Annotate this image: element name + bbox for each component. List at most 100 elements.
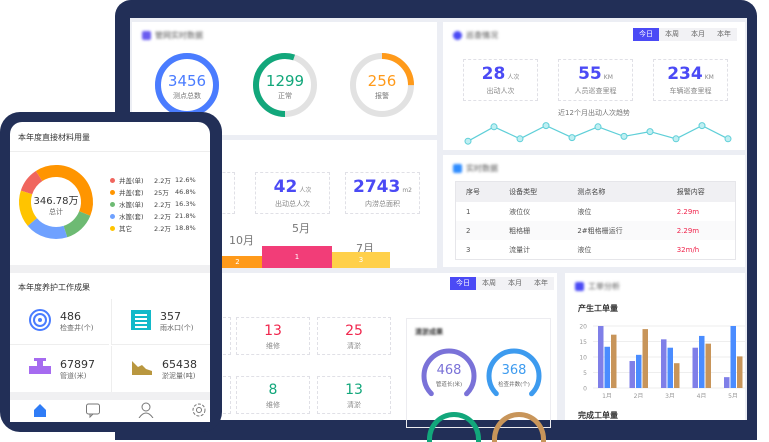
stat-label: 清淤 xyxy=(347,401,361,409)
tab-1[interactable]: 本周 xyxy=(659,28,685,41)
stat-box: 2743 m2 内涝总面积 xyxy=(345,172,420,214)
legend-item: 井盖(单) 2.2万 12.6% xyxy=(110,174,196,186)
bar xyxy=(604,346,610,388)
tab-0[interactable]: 今日 xyxy=(450,277,476,290)
donut-slice xyxy=(27,217,68,239)
stat-box: 8 维修 xyxy=(236,376,310,414)
legend-dot xyxy=(110,225,115,231)
legend-amount: 25万 xyxy=(154,189,169,197)
legend-dot xyxy=(110,213,115,219)
bar-chart-icon xyxy=(142,31,151,40)
ring-progress xyxy=(350,53,414,117)
legend-dot xyxy=(110,201,115,207)
legend-name: 水篦(单) xyxy=(119,201,144,209)
legend-name: 水篦(套) xyxy=(119,213,144,221)
settings-icon[interactable] xyxy=(188,402,210,420)
patrol-panel: 巡查情况 今日 本周 本月 本年 28 人次 出动人次 55 KM 人员巡查里程 234 KM 车辆巡… xyxy=(443,22,745,150)
trend-point xyxy=(620,132,628,140)
trend-point xyxy=(698,122,706,130)
eye-icon xyxy=(453,31,462,40)
legend-pct: 46.8% xyxy=(175,188,196,196)
tab-1[interactable]: 本周 xyxy=(476,277,502,290)
stat-box: 234 KM 车辆巡查里程 xyxy=(653,59,728,101)
legend-item: 其它 2.2万 18.8% xyxy=(110,222,196,234)
message-icon[interactable] xyxy=(82,402,104,420)
bar xyxy=(737,356,743,388)
stat-label: 维修 xyxy=(266,342,280,350)
workorder-bar-chart: 0 5 10 15 20 1月 2月 3月 4月 5月 xyxy=(579,324,745,398)
x-tick-label: 5月 xyxy=(728,393,738,398)
ring-label: 报警 xyxy=(375,92,389,100)
result-value: 67897 xyxy=(60,357,95,371)
trend-point xyxy=(516,135,524,143)
bar xyxy=(636,354,642,388)
panel-title: 实时数据 xyxy=(453,163,498,174)
tab-3[interactable]: 本年 xyxy=(711,28,737,41)
pipe-icon xyxy=(28,357,52,381)
result-value: 357 xyxy=(160,310,181,323)
trend-point xyxy=(724,135,732,143)
stat-unit: 人次 xyxy=(507,74,520,81)
legend-amount: 2.2万 xyxy=(154,225,171,233)
stat-value: 234 xyxy=(667,64,703,84)
legend-item: 水篦(单) 2.2万 16.3% xyxy=(110,198,196,210)
table-header: 报警内容 xyxy=(666,182,735,202)
timeline-bar: 1 xyxy=(262,246,332,268)
y-tick-label: 10 xyxy=(579,355,587,362)
result-label: 淤泥量(吨) xyxy=(162,371,196,380)
legend-pct: 16.3% xyxy=(175,200,196,208)
table-cell: 2#粗格栅运行 xyxy=(567,221,667,240)
gauge: 468 管道长(米) xyxy=(420,347,478,405)
bar-chart-icon xyxy=(453,164,462,173)
stat-box: 28 人次 出动人次 xyxy=(463,59,538,101)
donut-total: 346.78万 xyxy=(33,196,79,207)
table-row: 1 液位仪 液位 2.29m xyxy=(456,202,735,221)
gauge-label: 管道长(米) xyxy=(435,382,463,388)
chart-subtitle: 完成工单量 xyxy=(578,411,618,420)
chart-title: 产生工单量 xyxy=(578,304,618,313)
tab-2[interactable]: 本月 xyxy=(502,277,528,290)
home-icon[interactable] xyxy=(29,402,51,420)
user-icon[interactable] xyxy=(135,402,157,420)
y-tick-label: 0 xyxy=(583,386,587,393)
tab-2[interactable]: 本月 xyxy=(685,28,711,41)
timeline-month: 10月 xyxy=(229,234,254,247)
timeline-bar: 2 xyxy=(213,256,262,268)
manhole-icon xyxy=(28,308,52,336)
table-cell: 液位 xyxy=(577,245,592,254)
panel-title: 工单分析 xyxy=(575,281,620,292)
tab-3[interactable]: 本年 xyxy=(528,277,554,290)
bar xyxy=(661,339,667,388)
stat-value: 13 xyxy=(345,382,363,398)
flood-panel: 42 人次 出动总人次 2743 m2 内涝总面积 10月 2 5月 1 7月 3 xyxy=(213,140,437,268)
timeline-month: 7月 xyxy=(356,242,374,255)
table-cell: 液位仪 xyxy=(509,207,531,216)
bar xyxy=(611,334,617,388)
bar xyxy=(674,363,680,388)
stat-label: 出动人次 xyxy=(486,87,515,95)
gauge-value: 368 xyxy=(501,363,527,378)
donut-slice xyxy=(20,170,43,195)
ring-value: 3456 xyxy=(167,72,207,90)
bar xyxy=(724,377,730,388)
pie-chart-icon xyxy=(575,282,584,291)
stat-label: 内涝总面积 xyxy=(365,200,400,208)
materials-title: 本年度直接材料用量 xyxy=(18,133,90,142)
result-label: 雨水口(个) xyxy=(160,324,194,332)
gauge-ring xyxy=(427,412,481,442)
panel-title: 管网实时数据 xyxy=(142,30,203,41)
y-tick-label: 15 xyxy=(579,339,587,346)
gauge-label: 检查井数(个) xyxy=(498,382,530,388)
trend-point xyxy=(464,137,472,145)
table-cell: 3 xyxy=(466,245,471,254)
bar xyxy=(629,361,635,388)
tab-0[interactable]: 今日 xyxy=(633,28,659,41)
table-cell: 2 xyxy=(456,221,500,240)
dredge-title: 清淤成果 xyxy=(415,328,443,336)
gauge-arc xyxy=(421,348,477,404)
stat-box: 55 KM 人员巡查里程 xyxy=(558,59,633,101)
trend-title: 近12个月出动人次趋势 xyxy=(558,109,630,117)
legend-dot xyxy=(110,189,115,195)
bar xyxy=(598,326,604,388)
donut-slice xyxy=(19,190,38,226)
